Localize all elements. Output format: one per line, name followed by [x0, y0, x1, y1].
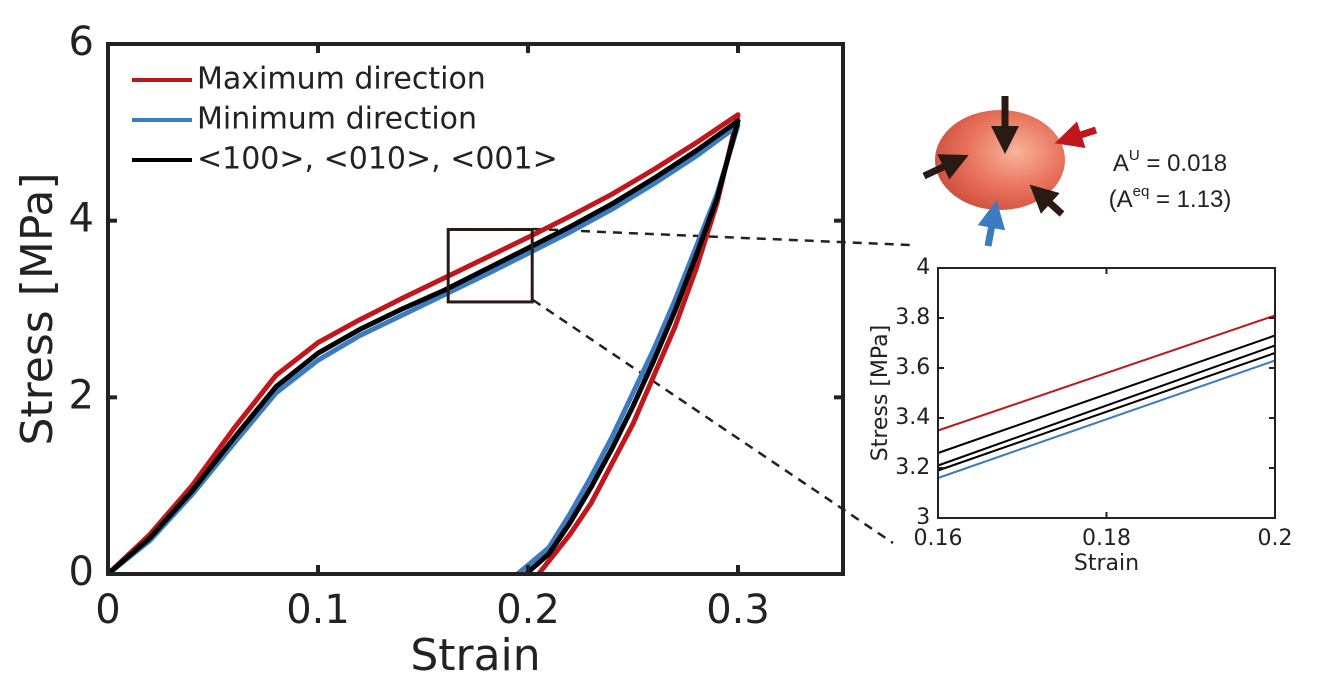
annotation-text: = 0.018 — [1140, 150, 1227, 177]
zoom-line — [532, 298, 894, 545]
arrow — [1029, 184, 1065, 217]
x-tick-label: 0.3 — [706, 587, 770, 633]
y-tick-label: 0 — [69, 549, 94, 595]
legend-label: Maximum direction — [197, 62, 486, 97]
annotation: (Aeq = 1.13) — [1109, 183, 1232, 213]
y-tick-label: 3 — [916, 505, 930, 530]
legend-label: <100>, <010>, <001> — [197, 142, 558, 177]
series-line — [937, 334, 1276, 454]
series-line — [937, 344, 1276, 467]
y-axis-label: Stress [MPa] — [868, 325, 893, 462]
plot-frame — [106, 42, 845, 576]
annotation-superscript: U — [1129, 147, 1140, 164]
y-tick-label: 4 — [916, 255, 930, 280]
zoom-line — [532, 227, 911, 247]
zoom-box — [446, 228, 534, 304]
plot-frame — [937, 267, 1276, 519]
annotation-text: A — [1113, 150, 1129, 177]
series-line — [106, 122, 741, 576]
x-tick-label: 0.16 — [914, 526, 963, 551]
y-tick-label: 6 — [69, 19, 94, 65]
annotation-text: = 1.13) — [1149, 186, 1231, 213]
series-line — [937, 359, 1276, 479]
series-line — [106, 118, 741, 576]
arrow — [977, 200, 1006, 247]
x-tick-label: 0.1 — [286, 587, 350, 633]
x-axis-label: Strain — [1074, 551, 1139, 576]
annotation-superscript: eq — [1133, 183, 1150, 200]
y-tick-label: 3.4 — [895, 405, 930, 430]
x-tick-label: 0.2 — [1258, 526, 1293, 551]
x-tick-label: 0 — [95, 587, 120, 633]
zoom-guides — [532, 227, 911, 545]
y-tick-label: 3.8 — [895, 305, 930, 330]
y-tick-label: 3.2 — [895, 455, 930, 480]
arrow — [1054, 121, 1098, 149]
y-tick-label: 3.6 — [895, 355, 930, 380]
y-axis-label: Stress [MPa] — [12, 172, 63, 445]
y-tick-label: 2 — [69, 372, 94, 418]
series-line — [937, 352, 1276, 472]
grain-illustration — [922, 96, 1098, 247]
series-line — [937, 314, 1276, 432]
y-tick-label: 4 — [69, 196, 94, 242]
arrow — [922, 154, 969, 180]
legend-label: Minimum direction — [197, 102, 477, 137]
series-line — [106, 112, 741, 576]
x-tick-label: 0.2 — [496, 587, 560, 633]
annotation-text: (A — [1109, 186, 1133, 213]
annotation: AU = 0.018 — [1113, 147, 1227, 177]
x-tick-label: 0.18 — [1082, 526, 1131, 551]
x-axis-label: Strain — [410, 630, 540, 681]
